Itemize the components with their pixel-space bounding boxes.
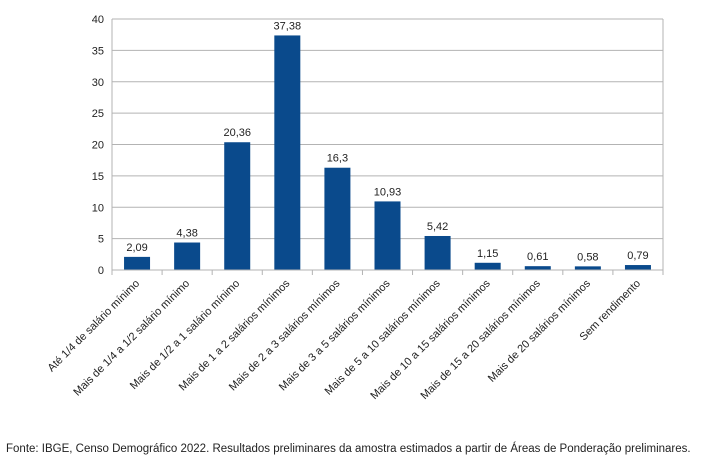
bar (474, 262, 501, 270)
y-tick-label: 0 (98, 265, 104, 277)
y-tick-label: 10 (92, 202, 104, 214)
y-tick-label: 15 (92, 171, 104, 183)
bar (224, 142, 251, 270)
data-label: 37,38 (274, 20, 302, 32)
bar-chart: 0 5 10 15 20 25 30 35 40 2,09 4,38 20,36 37,38 16,3 1… (45, 14, 664, 402)
y-tick-label: 20 (92, 140, 104, 152)
bar (274, 35, 301, 271)
y-tick-label: 35 (92, 45, 104, 57)
y-tick-label: 30 (92, 77, 104, 89)
bar (424, 235, 451, 270)
bar (624, 265, 651, 270)
bar (374, 201, 401, 270)
data-label: 1,15 (477, 248, 498, 260)
data-label: 0,79 (627, 250, 648, 262)
data-label: 4,38 (176, 228, 197, 240)
bar (574, 266, 601, 270)
bar (124, 256, 151, 270)
bar (324, 167, 351, 270)
x-tick-label: Mais de 1/2 a 1 salário mínimo (128, 278, 242, 392)
bars: 2,09 4,38 20,36 37,38 16,3 10,93 5,42 1,15 0,61 0… (124, 20, 651, 271)
data-label: 16,3 (327, 153, 348, 165)
y-tick-label: 25 (92, 108, 104, 120)
y-tick-label: 40 (92, 14, 104, 26)
x-tick-label: Até 1/4 de salário mínimo (45, 278, 142, 375)
bar (174, 242, 201, 270)
y-tick-label: 5 (98, 234, 104, 246)
source-note: Fonte: IBGE, Censo Demográfico 2022. Res… (6, 443, 691, 455)
data-label: 0,58 (577, 251, 598, 263)
data-label: 0,61 (527, 251, 548, 263)
data-label: 20,36 (223, 127, 251, 139)
bar (524, 266, 551, 270)
data-label: 5,42 (427, 221, 448, 233)
data-label: 10,93 (374, 186, 402, 198)
gridlines (111, 18, 664, 271)
y-axis: 0 5 10 15 20 25 30 35 40 (92, 14, 104, 277)
data-label: 2,09 (126, 242, 147, 254)
x-tick-label: Mais de 20 salários mínimos (486, 277, 593, 384)
